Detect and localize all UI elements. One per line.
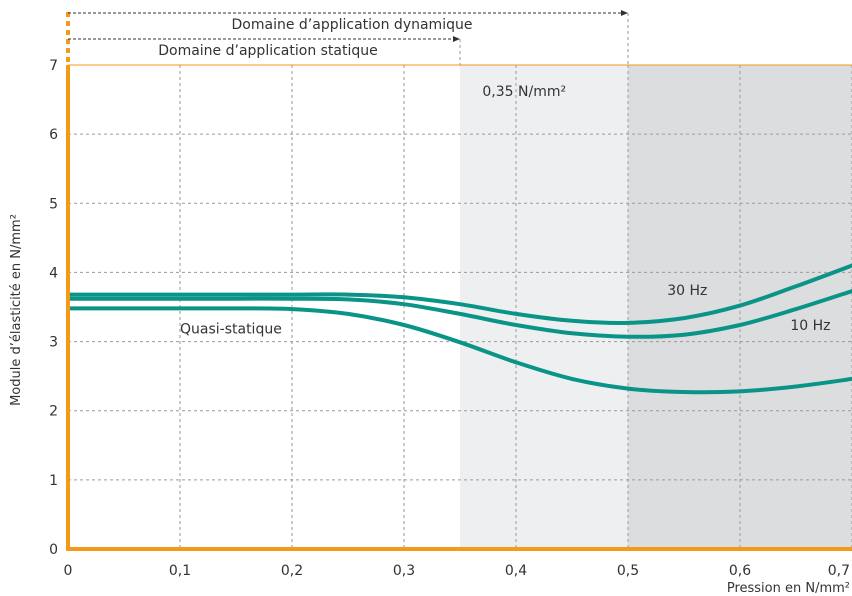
- y-tick-label: 1: [49, 473, 58, 489]
- x-tick-label: 0,6: [729, 563, 751, 579]
- y-tick-label: 3: [49, 335, 58, 351]
- x-tick-label: 0,3: [393, 563, 415, 579]
- range-arrowhead: [453, 36, 460, 42]
- y-axis-label: Module d’élasticité en N/mm²: [9, 214, 24, 406]
- series-line-10-hz: [66, 289, 852, 339]
- y-tick-label: 6: [49, 127, 58, 143]
- tick-labels: 0 0,1 0,2 0,3 0,4 0,5 0,6 0,7 0 1 2 3 4 5 6 7: [49, 58, 850, 579]
- annotation-label: Quasi-statique: [180, 321, 282, 337]
- shaded-zones: [460, 65, 852, 549]
- annotations: 0,35 N/mm² 30 Hz 10 Hz Quasi-statique: [180, 84, 831, 337]
- annotation-label: 30 Hz: [667, 283, 707, 299]
- x-tick-label: 0,1: [169, 563, 191, 579]
- range-arrowhead: [621, 10, 628, 16]
- y-tick-label: 7: [49, 58, 58, 74]
- y-tick-label: 2: [49, 404, 58, 420]
- zone-1: [460, 65, 628, 549]
- x-tick-label: 0: [64, 563, 73, 579]
- range-label: Domaine d’application statique: [158, 43, 378, 59]
- x-tick-label: 0,4: [505, 563, 527, 579]
- annotation-label: 10 Hz: [790, 318, 830, 334]
- axes: [66, 12, 852, 551]
- application-ranges: Domaine d’application dynamique Domaine d…: [68, 10, 629, 65]
- annotation-label: 0,35 N/mm²: [482, 84, 566, 100]
- series-line-30-hz: [66, 263, 852, 326]
- series-line-quasi-statique: [66, 306, 852, 395]
- x-axis-label: Pression en N/mm²: [727, 581, 850, 596]
- x-tick-label: 0,2: [281, 563, 303, 579]
- y-tick-label: 4: [49, 265, 58, 281]
- x-tick-label: 0,5: [617, 563, 639, 579]
- curves: [66, 263, 852, 395]
- range-label: Domaine d’application dynamique: [232, 17, 473, 33]
- y-tick-label: 0: [49, 542, 58, 558]
- x-tick-label: 0,7: [828, 563, 850, 579]
- y-tick-label: 5: [49, 196, 58, 212]
